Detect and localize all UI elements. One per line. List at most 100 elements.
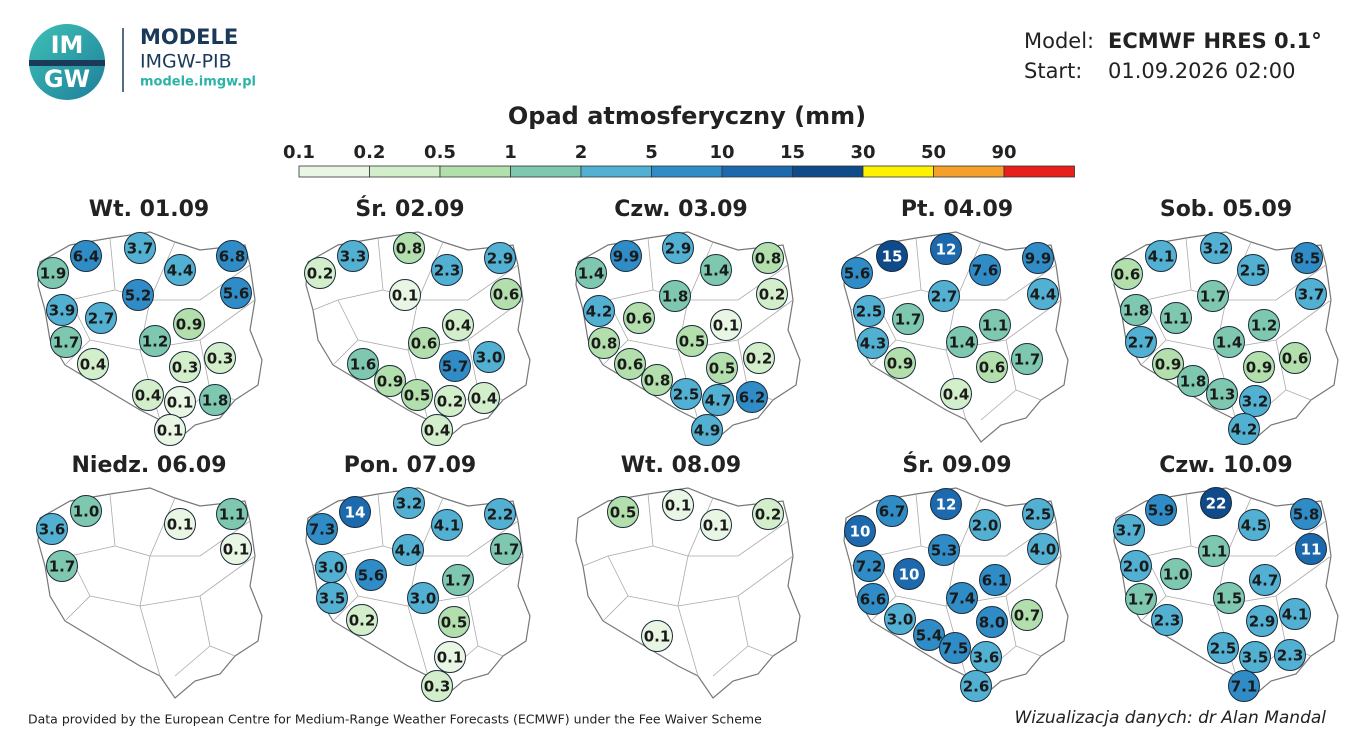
precip-bubble (1228, 413, 1260, 445)
precip-bubble (623, 302, 655, 334)
precip-bubble (1145, 240, 1177, 272)
precip-bubble (1207, 632, 1239, 664)
precip-label: 1.6 (350, 356, 377, 374)
map-panel: Wt. 08.09 0.5 0.1 0.1 0.2 0.1 (575, 453, 801, 699)
precip-bubble (1125, 326, 1157, 358)
precip-label: 2.6 (963, 678, 990, 696)
precip-label: 7.1 (1231, 678, 1258, 696)
precip-label: 0.8 (396, 240, 423, 258)
precip-label: 1.7 (493, 541, 520, 559)
precip-label: 4.4 (167, 262, 194, 280)
precip-bubble (1022, 498, 1054, 530)
precip-label: 3.5 (319, 590, 346, 608)
precip-bubble (1027, 278, 1059, 310)
precip-bubble (421, 670, 453, 702)
precip-bubble (216, 240, 248, 272)
precip-bubble (743, 342, 775, 374)
precip-bubble (583, 295, 615, 327)
precip-label: 11 (1301, 541, 1322, 559)
precip-label: 0.3 (424, 678, 451, 696)
precip-label: 0.4 (471, 390, 498, 408)
precip-label: 4.4 (395, 542, 422, 560)
map-panel: Czw. 03.09 9.9 2.9 1.4 0.8 1.4 0.2 1.8 4.2 0.6 0.1… (575, 197, 801, 446)
precip-label: 2.2 (487, 506, 514, 524)
precip-label: 0.4 (943, 386, 970, 404)
precip-bubble (610, 240, 642, 272)
precip-bubble (407, 582, 439, 614)
map-panel: Śr. 02.09 3.3 0.8 2.3 2.9 0.2 0.6 0.1 0.4 0.6 1.6 5… (304, 196, 531, 446)
precip-label: 3.7 (1298, 286, 1325, 304)
precip-label: 3.5 (1242, 649, 1269, 667)
precip-label: 2.5 (856, 303, 883, 321)
precip-label: 2.5 (1210, 640, 1237, 658)
precip-label: 0.6 (493, 286, 520, 304)
precip-bubble (484, 242, 516, 274)
precip-label: 0.2 (349, 612, 376, 630)
precip-label: 4.2 (586, 303, 613, 321)
url[interactable]: modele.imgw.pl (140, 75, 256, 90)
precip-label: 3.6 (973, 649, 1000, 667)
precip-label: 5.6 (223, 285, 250, 303)
precip-bubble (124, 232, 156, 264)
precip-label: 0.5 (610, 504, 637, 522)
legend-swatch (439, 165, 511, 178)
precip-bubble (1197, 280, 1229, 312)
precip-label: 0.4 (80, 356, 107, 374)
precip-bubble (857, 327, 889, 359)
precip-bubble (438, 606, 470, 638)
precip-bubble (676, 325, 708, 357)
precip-label: 1.8 (1123, 302, 1150, 320)
precip-label: 3.7 (127, 240, 154, 258)
precip-bubble (216, 498, 248, 530)
precip-label: 1.4 (703, 262, 730, 280)
precip-bubble (641, 620, 673, 652)
precip-bubble (70, 495, 102, 527)
precip-bubble (1160, 302, 1192, 334)
precip-bubble (337, 240, 369, 272)
precip-bubble (220, 533, 252, 565)
precip-label: 0.1 (644, 628, 671, 646)
precip-label: 2.7 (931, 288, 958, 306)
precip-label: 1.3 (1209, 386, 1236, 404)
legend-swatch (298, 165, 370, 178)
precip-bubble (304, 257, 336, 289)
precip-bubble (439, 350, 471, 382)
precip-label: 0.5 (404, 387, 431, 405)
precip-bubble (1027, 533, 1059, 565)
precip-label: 3.9 (49, 302, 76, 320)
precip-bubble (976, 606, 1008, 638)
precip-bubble (575, 257, 607, 289)
map-panel: Pt. 04.09 15 12 7.6 9.9 5.6 4.4 2.7 2.5 1.7 1.1 4.3… (841, 197, 1069, 443)
precip-bubble (1295, 278, 1327, 310)
precip-label: 4.7 (1252, 572, 1279, 590)
precip-label: 0.6 (979, 359, 1006, 377)
legend-tick-label: 0.2 (354, 142, 386, 163)
precip-label: 4.7 (705, 392, 732, 410)
precip-label: 6.2 (739, 389, 766, 407)
precip-bubble (355, 559, 387, 591)
precip-bubble (1125, 583, 1157, 615)
precip-bubble (70, 240, 102, 272)
precip-label: 4.1 (1148, 248, 1175, 266)
precip-label: 4.0 (1030, 541, 1057, 559)
precip-label: 1.9 (40, 265, 67, 283)
precip-bubble (756, 278, 788, 310)
legend-swatch (721, 165, 793, 178)
precip-label: 7.2 (856, 558, 883, 576)
precip-bubble (77, 348, 109, 380)
precip-bubble (154, 414, 186, 446)
panel-title: Niedz. 06.09 (71, 453, 226, 478)
precip-label: 1.0 (73, 503, 100, 521)
precip-bubble (473, 341, 505, 373)
precip-label: 0.1 (167, 394, 194, 412)
precip-bubble (374, 365, 406, 397)
panel-title: Wt. 01.09 (89, 197, 209, 222)
precip-label: 2.3 (1154, 612, 1181, 630)
precip-label: 1.7 (1200, 288, 1227, 306)
precip-label: 1.1 (1163, 310, 1190, 328)
precip-label: 0.2 (307, 265, 334, 283)
precip-label: 3.0 (476, 349, 503, 367)
precip-label: 0.5 (441, 614, 468, 632)
precip-label: 3.0 (410, 590, 437, 608)
precip-bubble (930, 488, 962, 520)
